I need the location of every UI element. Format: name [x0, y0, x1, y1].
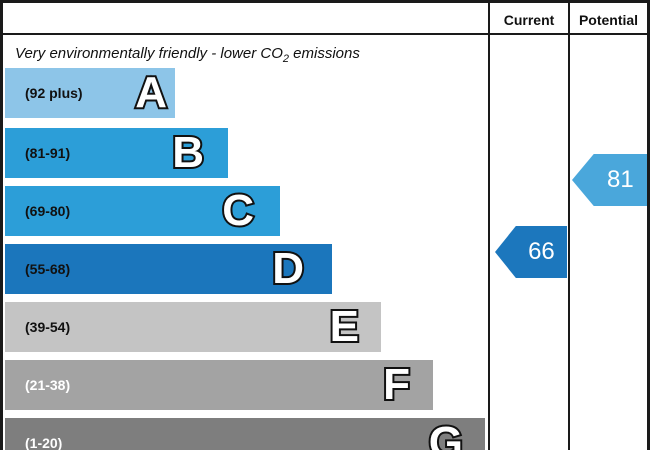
band-bar-e: (39-54) E [5, 300, 381, 353]
band-range-label: (39-54) [25, 319, 71, 335]
band-letter: G [427, 416, 465, 450]
band-letter: D [270, 242, 306, 295]
band-range-label: (21-38) [25, 377, 71, 393]
chart-title-suffix: emissions [289, 45, 360, 62]
band-range-label: (81-91) [25, 145, 71, 161]
band-letter: E [328, 300, 361, 353]
band-bar-d: (55-68) D [5, 242, 332, 295]
band-letter: C [220, 184, 256, 237]
band-range-label: (55-68) [25, 261, 71, 277]
chart-title-subscript: 2 [282, 53, 289, 65]
band-letter: B [170, 126, 206, 179]
current-value: 66 [528, 238, 555, 265]
header-divider-line [3, 33, 647, 35]
band-bar-c: (69-80) C [5, 184, 280, 237]
chart-title: Very environmentally friendly - lower CO… [15, 45, 485, 65]
current-column-header: Current [503, 12, 555, 28]
band-bar-f: (21-38) F [5, 358, 433, 411]
band-range-label: (1-20) [25, 435, 63, 450]
band-bar-b: (81-91) B [5, 126, 228, 179]
band-range-label: (69-80) [25, 203, 71, 219]
band-range-label: (92 plus) [25, 85, 83, 101]
current-arrow: 66 [495, 226, 567, 278]
potential-column-header: Potential [578, 12, 639, 28]
chart-title-prefix: Very environmentally friendly - lower CO [15, 45, 283, 62]
band-letter: F [381, 358, 412, 411]
current-column-divider [488, 3, 490, 450]
potential-value: 81 [607, 166, 634, 193]
potential-arrow: 81 [572, 154, 647, 206]
band-letter: A [133, 66, 169, 119]
potential-column-divider [568, 3, 570, 450]
band-bar-a: (92 plus) A [5, 66, 175, 119]
band-bar-g: (1-20) G [5, 416, 485, 450]
